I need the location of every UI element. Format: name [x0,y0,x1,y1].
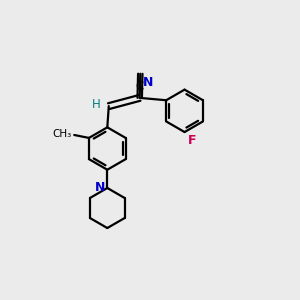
Text: F: F [188,134,196,147]
Text: CH₃: CH₃ [52,129,72,140]
Text: H: H [92,98,100,111]
Text: C: C [136,80,144,93]
Text: N: N [143,76,154,89]
Text: N: N [94,181,105,194]
